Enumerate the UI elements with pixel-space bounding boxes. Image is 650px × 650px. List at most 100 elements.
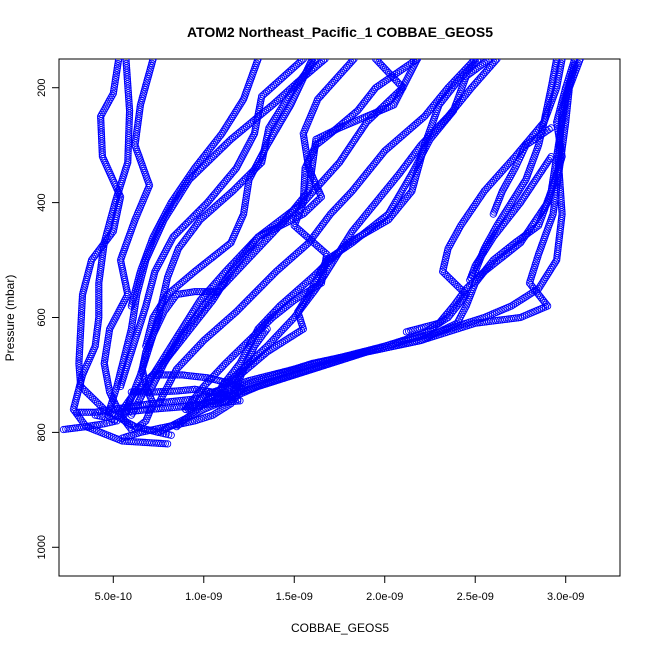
data-point: [464, 210, 473, 218]
data-point: [356, 127, 365, 135]
data-point: [343, 147, 351, 156]
data-point: [438, 317, 446, 325]
data-point: [161, 306, 170, 314]
y-tick-label: 800: [36, 423, 48, 441]
data-point: [522, 175, 530, 184]
data-point: [517, 296, 525, 304]
data-point: [189, 372, 198, 380]
data-point: [75, 357, 83, 365]
data-point: [542, 160, 550, 168]
data-point: [335, 248, 343, 257]
data-point: [73, 424, 81, 432]
data-point: [78, 290, 87, 299]
data-point: [360, 122, 368, 130]
data-point: [162, 355, 171, 364]
data-point: [346, 231, 354, 239]
data-point: [75, 408, 84, 416]
data-point: [475, 195, 483, 203]
data-point: [191, 164, 199, 172]
data-point: [349, 138, 357, 146]
data-point: [77, 325, 85, 333]
data-point: [326, 262, 335, 270]
data-point: [305, 290, 313, 299]
data-point: [513, 189, 522, 197]
data-point: [284, 105, 293, 113]
data-point: [513, 298, 521, 306]
data-point: [376, 220, 385, 229]
data-point: [314, 281, 323, 289]
data-point: [172, 191, 181, 199]
data-point: [270, 116, 278, 124]
data-point: [524, 229, 532, 238]
data-point: [113, 62, 122, 70]
data-point: [227, 114, 236, 123]
data-point: [167, 348, 175, 356]
data-point: [163, 210, 172, 218]
data-point: [187, 170, 195, 178]
data-point: [540, 275, 549, 283]
data-point: [169, 344, 178, 352]
data-point: [286, 101, 295, 109]
data-point: [176, 243, 184, 251]
data-point: [219, 128, 227, 136]
data-point: [116, 382, 125, 391]
data-point: [491, 317, 500, 325]
data-point: [531, 224, 539, 232]
data-point: [76, 339, 84, 347]
data-point: [527, 182, 536, 190]
data-point: [161, 440, 169, 448]
data-point: [381, 77, 389, 85]
data-point: [272, 342, 281, 350]
data-point: [163, 348, 172, 356]
data-point: [150, 311, 158, 320]
data-point: [402, 63, 410, 71]
data-point: [496, 316, 504, 324]
data-point: [338, 242, 347, 251]
data-point: [128, 323, 136, 331]
data-point: [480, 59, 488, 67]
data-point: [330, 251, 339, 259]
data-point: [229, 112, 237, 121]
series-28: [118, 325, 271, 442]
data-point: [233, 105, 242, 113]
data-point: [76, 336, 84, 345]
data-point: [179, 185, 187, 193]
data-point: [311, 142, 319, 150]
data-point: [91, 340, 100, 348]
data-point: [213, 408, 221, 417]
data-point: [534, 173, 542, 181]
data-point: [387, 73, 395, 81]
data-point: [276, 339, 285, 348]
data-point: [306, 176, 314, 184]
data-point: [195, 298, 203, 306]
data-point: [167, 342, 175, 350]
data-point: [278, 116, 286, 124]
data-point: [554, 176, 562, 185]
data-point: [305, 182, 314, 191]
data-point: [301, 208, 309, 217]
data-point: [411, 59, 420, 64]
data-point: [196, 373, 205, 381]
data-point: [127, 302, 136, 310]
data-point: [487, 237, 495, 245]
data-point: [241, 201, 249, 209]
data-point: [474, 197, 482, 205]
data-point: [102, 350, 110, 358]
data-point: [500, 315, 509, 324]
data-point: [306, 173, 315, 182]
data-point: [486, 239, 494, 247]
series-11: [59, 411, 121, 434]
data-point: [524, 187, 532, 196]
data-point: [354, 131, 362, 139]
data-point: [180, 179, 188, 188]
data-point: [271, 343, 279, 351]
data-point: [78, 297, 86, 306]
data-point: [282, 108, 290, 117]
data-point: [459, 218, 468, 226]
data-point: [162, 350, 171, 358]
data-point: [375, 81, 384, 89]
x-axis-label: COBBAE_GEOS5: [291, 621, 389, 635]
data-point: [104, 336, 112, 345]
data-point: [78, 306, 86, 315]
data-point: [355, 129, 363, 137]
